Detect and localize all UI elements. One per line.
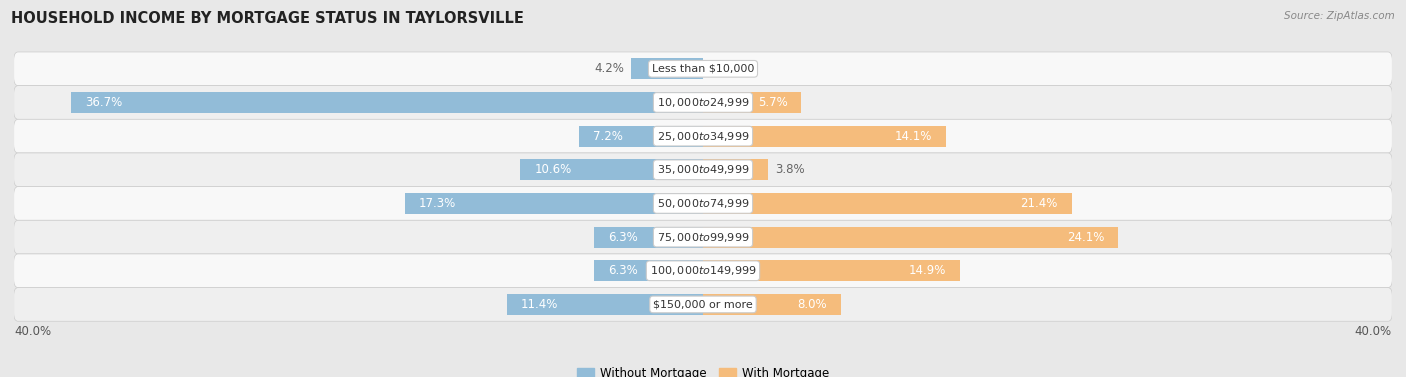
Text: 17.3%: 17.3% (419, 197, 456, 210)
Bar (703, 193, 1071, 214)
Text: 5.7%: 5.7% (758, 96, 787, 109)
Text: 14.9%: 14.9% (908, 264, 946, 277)
Text: 4.2%: 4.2% (593, 62, 624, 75)
Text: 10.6%: 10.6% (534, 163, 571, 176)
Text: 11.4%: 11.4% (520, 298, 558, 311)
Bar (703, 227, 1118, 248)
FancyBboxPatch shape (14, 187, 1392, 220)
Text: 6.3%: 6.3% (609, 264, 638, 277)
Text: $10,000 to $24,999: $10,000 to $24,999 (657, 96, 749, 109)
FancyBboxPatch shape (14, 86, 1392, 119)
Bar (405, 193, 703, 214)
Text: 7.2%: 7.2% (593, 130, 623, 143)
FancyBboxPatch shape (14, 52, 1392, 86)
Text: 40.0%: 40.0% (1355, 325, 1392, 338)
FancyBboxPatch shape (14, 220, 1392, 254)
Text: $100,000 to $149,999: $100,000 to $149,999 (650, 264, 756, 277)
Text: $50,000 to $74,999: $50,000 to $74,999 (657, 197, 749, 210)
Text: $25,000 to $34,999: $25,000 to $34,999 (657, 130, 749, 143)
FancyBboxPatch shape (14, 254, 1392, 288)
Bar (595, 227, 703, 248)
Text: 6.3%: 6.3% (609, 231, 638, 244)
Text: Source: ZipAtlas.com: Source: ZipAtlas.com (1284, 11, 1395, 21)
Bar (703, 92, 801, 113)
Legend: Without Mortgage, With Mortgage: Without Mortgage, With Mortgage (572, 362, 834, 377)
Text: 36.7%: 36.7% (84, 96, 122, 109)
Bar (703, 261, 960, 281)
Text: 21.4%: 21.4% (1021, 197, 1057, 210)
Text: 24.1%: 24.1% (1067, 231, 1104, 244)
Bar (506, 294, 703, 315)
FancyBboxPatch shape (14, 119, 1392, 153)
Bar (703, 294, 841, 315)
Bar (520, 159, 703, 180)
Text: Less than $10,000: Less than $10,000 (652, 64, 754, 74)
Text: HOUSEHOLD INCOME BY MORTGAGE STATUS IN TAYLORSVILLE: HOUSEHOLD INCOME BY MORTGAGE STATUS IN T… (11, 11, 524, 26)
Bar (70, 92, 703, 113)
FancyBboxPatch shape (14, 153, 1392, 187)
Text: $150,000 or more: $150,000 or more (654, 299, 752, 310)
Bar (631, 58, 703, 79)
Bar (579, 126, 703, 147)
Bar (703, 159, 769, 180)
Text: 0.0%: 0.0% (710, 62, 740, 75)
FancyBboxPatch shape (14, 288, 1392, 321)
Text: $75,000 to $99,999: $75,000 to $99,999 (657, 231, 749, 244)
Text: $35,000 to $49,999: $35,000 to $49,999 (657, 163, 749, 176)
Text: 14.1%: 14.1% (894, 130, 932, 143)
Bar (703, 126, 946, 147)
Text: 3.8%: 3.8% (775, 163, 806, 176)
Text: 8.0%: 8.0% (797, 298, 827, 311)
Text: 40.0%: 40.0% (14, 325, 51, 338)
Bar (595, 261, 703, 281)
